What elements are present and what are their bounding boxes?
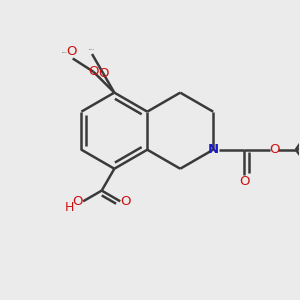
Text: O: O xyxy=(88,65,99,78)
Text: O: O xyxy=(120,195,131,208)
Text: methoxy: methoxy xyxy=(61,52,68,53)
Text: O: O xyxy=(239,175,250,188)
Text: methoxy: methoxy xyxy=(89,48,95,50)
Text: O: O xyxy=(73,195,83,208)
Text: H: H xyxy=(65,201,74,214)
Text: O: O xyxy=(270,143,280,156)
Text: O: O xyxy=(66,45,76,58)
Text: O: O xyxy=(98,67,108,80)
Text: N: N xyxy=(208,143,219,156)
